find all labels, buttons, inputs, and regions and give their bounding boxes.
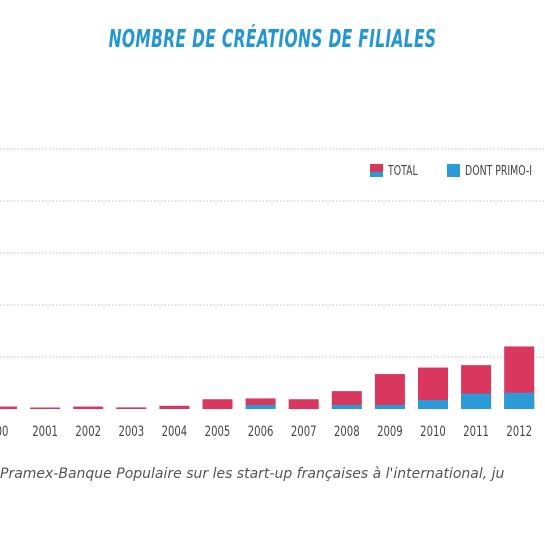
chart-title: NOMBRE DE CRÉATIONS DE FILIALES xyxy=(108,24,437,53)
bar-total-2001 xyxy=(30,407,61,409)
legend-item-primo: DONT PRIMO-I xyxy=(447,164,545,179)
x-tick-label-2010: 2010 xyxy=(420,423,446,439)
bar-total-2006 xyxy=(245,398,276,409)
bar-primo-2009 xyxy=(374,404,405,409)
bar-total-2009 xyxy=(374,374,405,409)
bar-total-2004 xyxy=(159,405,190,409)
x-tick-label-2011: 2011 xyxy=(463,423,489,439)
legend: TOTAL DONT PRIMO-I xyxy=(370,164,545,179)
bar-total-2000 xyxy=(0,406,17,409)
x-tick-label-2002: 2002 xyxy=(75,423,101,439)
x-tick-label-2008: 2008 xyxy=(334,423,360,439)
legend-swatch-primo xyxy=(447,164,461,177)
bar-total-2002 xyxy=(73,406,104,409)
x-tick-label-2012: 2012 xyxy=(506,423,532,439)
bar-primo-2010 xyxy=(418,400,448,409)
bar-total-2008 xyxy=(331,391,362,409)
x-tick-label-2001: 2001 xyxy=(32,423,58,439)
x-tick-label-2005: 2005 xyxy=(205,423,231,439)
legend-swatch-total xyxy=(370,164,383,177)
source-note: Pramex-Banque Populaire sur les start-up… xyxy=(0,466,505,482)
x-tick-label-2007: 2007 xyxy=(291,423,317,439)
bar-total-2005 xyxy=(202,399,233,409)
x-tick-label-2004: 2004 xyxy=(162,423,188,439)
x-axis-ticks: 00 2001 2002 2003 2004 2005 2006 2007 2008 2009 20… xyxy=(0,423,532,439)
bar-total-2003 xyxy=(116,407,147,409)
bar-total-2007 xyxy=(288,399,319,409)
bar-primo-2011 xyxy=(461,393,492,409)
bar-primo-2012 xyxy=(504,392,535,409)
legend-label-primo: DONT PRIMO-I xyxy=(465,164,533,179)
legend-item-total: TOTAL xyxy=(370,164,429,179)
grid-lines xyxy=(0,148,545,358)
bars xyxy=(0,346,535,409)
x-tick-label-2003: 2003 xyxy=(118,423,144,439)
legend-label-total: TOTAL xyxy=(388,164,418,179)
x-tick-label-2000: 00 xyxy=(0,423,8,439)
x-tick-label-2009: 2009 xyxy=(377,423,403,439)
x-tick-label-2006: 2006 xyxy=(248,423,274,439)
bar-primo-2008 xyxy=(331,404,362,409)
bar-primo-2006 xyxy=(245,404,276,409)
